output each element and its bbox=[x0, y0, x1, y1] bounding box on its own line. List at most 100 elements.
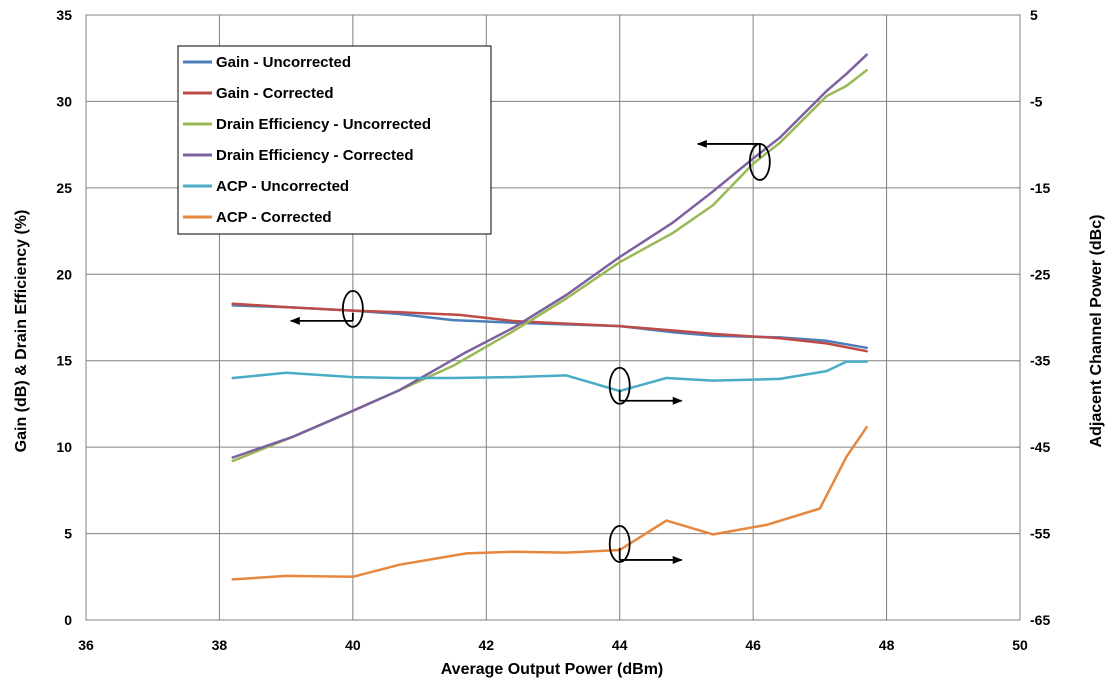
data-point bbox=[284, 574, 288, 578]
y-right-axis-title: Adjacent Channel Power (dBc) bbox=[1088, 215, 1105, 448]
data-point bbox=[825, 342, 828, 345]
data-point bbox=[865, 360, 868, 363]
data-point bbox=[351, 575, 355, 578]
legend-box bbox=[177, 45, 492, 235]
legend-label: ACP - Uncorrected bbox=[216, 178, 349, 195]
x-axis-title: Average Output Power (dBm) bbox=[441, 661, 664, 678]
y-left-axis-title: Gain (dB) & Drain Efficiency (%) bbox=[13, 210, 30, 453]
y-right-tick-label: -5 bbox=[1030, 93, 1043, 109]
x-tick-label: 44 bbox=[612, 637, 628, 653]
data-point bbox=[291, 435, 295, 438]
data-point bbox=[618, 260, 621, 264]
data-point bbox=[511, 330, 515, 333]
data-point bbox=[231, 376, 234, 380]
y-left-tick-label: 25 bbox=[56, 180, 72, 196]
data-point bbox=[231, 459, 234, 463]
data-point bbox=[351, 375, 355, 379]
data-point bbox=[231, 302, 234, 305]
legend: Gain - Uncorrected Gain - Corrected Drain … bbox=[177, 45, 492, 235]
data-point bbox=[865, 346, 868, 349]
data-point bbox=[665, 519, 668, 522]
data-point bbox=[465, 350, 468, 354]
data-point bbox=[451, 364, 455, 368]
data-point bbox=[565, 297, 568, 300]
x-tick-label: 38 bbox=[212, 637, 228, 653]
data-point bbox=[778, 337, 782, 340]
series-group bbox=[231, 426, 868, 581]
legend-label: ACP - Corrected bbox=[216, 209, 332, 226]
data-point bbox=[865, 426, 868, 429]
y-right-tick-label: -65 bbox=[1030, 612, 1050, 628]
series-group bbox=[231, 360, 868, 393]
data-point bbox=[845, 84, 848, 88]
data-point bbox=[825, 339, 828, 343]
data-point bbox=[451, 376, 455, 380]
x-tick-label: 36 bbox=[78, 637, 94, 653]
data-point bbox=[231, 578, 234, 581]
y-left-tick-label: 10 bbox=[56, 439, 72, 455]
data-point bbox=[825, 89, 828, 93]
series-group bbox=[231, 53, 868, 459]
data-point bbox=[465, 552, 468, 555]
y-left-tick-label: 30 bbox=[56, 93, 72, 109]
data-point bbox=[711, 190, 715, 193]
y-right-tick-label: -15 bbox=[1030, 180, 1050, 196]
data-point bbox=[618, 324, 621, 328]
data-point bbox=[618, 255, 621, 259]
data-point bbox=[565, 293, 568, 297]
x-tick-label: 48 bbox=[879, 637, 895, 653]
y-right-tick-labels: -65-55-45-35-25-15-55 bbox=[1030, 7, 1050, 628]
y-left-tick-label: 15 bbox=[56, 353, 72, 369]
data-point bbox=[665, 376, 668, 380]
y-left-tick-label: 0 bbox=[64, 612, 72, 628]
data-point bbox=[711, 203, 715, 207]
legend-label: Gain - Corrected bbox=[216, 85, 334, 102]
annotation-ellipse bbox=[608, 366, 631, 405]
data-point bbox=[825, 95, 828, 98]
y-left-tick-labels: 0 5 10 15 20 25 30 35 bbox=[56, 7, 72, 628]
data-point bbox=[711, 332, 715, 336]
data-point bbox=[565, 322, 568, 325]
data-point bbox=[398, 388, 401, 392]
data-point bbox=[511, 550, 515, 553]
data-point bbox=[711, 533, 715, 536]
data-point bbox=[865, 53, 868, 56]
series-group bbox=[231, 302, 868, 353]
data-point bbox=[671, 221, 675, 224]
x-tick-labels: 36 38 40 42 44 46 48 50 bbox=[78, 637, 1028, 653]
data-point bbox=[845, 360, 848, 363]
x-tick-label: 40 bbox=[345, 637, 361, 653]
data-point bbox=[351, 409, 355, 413]
annotation-ellipse bbox=[608, 525, 631, 563]
data-point bbox=[778, 141, 782, 145]
data-point bbox=[398, 376, 401, 380]
data-point bbox=[751, 157, 755, 160]
data-point bbox=[825, 369, 828, 373]
data-point bbox=[711, 379, 715, 382]
data-point bbox=[565, 551, 568, 554]
data-point bbox=[565, 374, 568, 377]
legend-label: Drain Efficiency - Uncorrected bbox=[216, 116, 431, 133]
y-left-tick-label: 5 bbox=[64, 526, 72, 542]
data-point bbox=[765, 523, 768, 527]
data-point bbox=[845, 455, 848, 458]
data-point bbox=[751, 162, 755, 165]
data-point bbox=[778, 377, 782, 381]
series-line-4 bbox=[231, 360, 868, 393]
x-tick-label: 50 bbox=[1012, 637, 1028, 653]
data-point bbox=[284, 371, 288, 375]
data-point bbox=[451, 318, 455, 322]
legend-label: Gain - Uncorrected bbox=[216, 54, 351, 71]
data-point bbox=[671, 231, 675, 234]
data-point bbox=[458, 313, 461, 317]
data-point bbox=[231, 456, 234, 459]
data-point bbox=[845, 72, 848, 75]
y-right-tick-label: 5 bbox=[1030, 7, 1038, 23]
legend-label: Drain Efficiency - Corrected bbox=[216, 147, 414, 164]
series-layer bbox=[231, 53, 868, 581]
y-left-tick-label: 35 bbox=[56, 7, 72, 23]
data-point bbox=[511, 319, 515, 323]
y-left-tick-label: 20 bbox=[56, 266, 72, 282]
x-tick-label: 46 bbox=[745, 637, 761, 653]
